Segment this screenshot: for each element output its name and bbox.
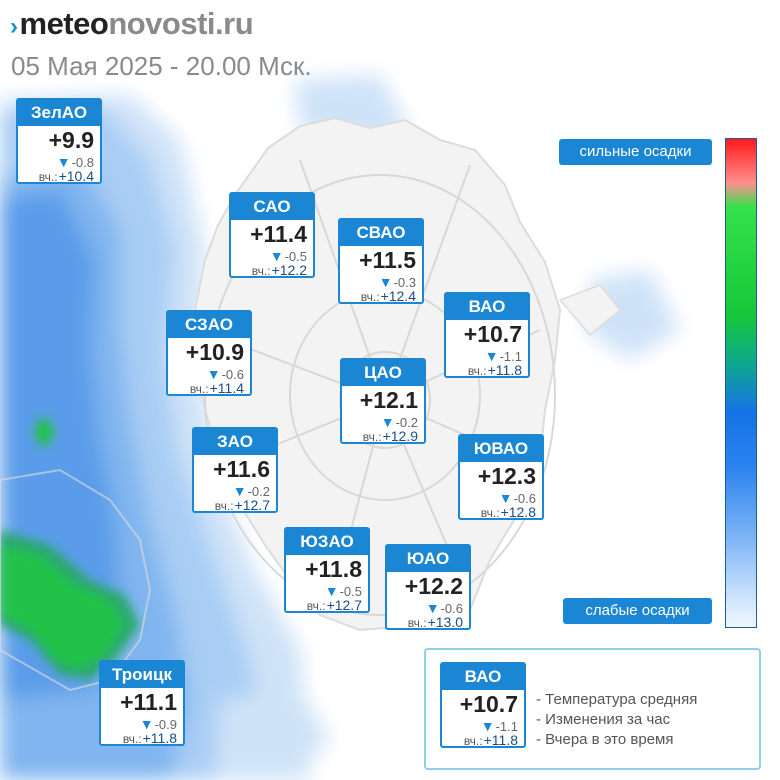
district-name: ЮЗАО: [285, 528, 369, 555]
precipitation-scale-bar: [725, 138, 757, 628]
district-yesterday-temp: вч.:+12.7: [306, 597, 362, 613]
district-temperature: +12.3: [477, 463, 536, 489]
district-yesterday-temp: вч.:+13.0: [407, 614, 463, 630]
trend-down-icon: ▼: [480, 718, 495, 734]
district-hourly-change: ▼-0.6: [206, 366, 244, 382]
legend-sample-yesterday: вч.:+11.8: [463, 732, 518, 748]
district-name: САО: [230, 193, 314, 220]
district-hourly-change: ▼-0.5: [269, 248, 307, 264]
trend-down-icon: ▼: [380, 414, 395, 430]
district-card-tsao[interactable]: ЦАО +12.1 ▼-0.2 вч.:+12.9: [340, 358, 426, 444]
district-temperature: +11.5: [359, 247, 416, 273]
scale-label-heavy: сильные осадки: [559, 139, 712, 165]
district-temperature: +10.7: [463, 321, 522, 347]
district-yesterday-temp: вч.:+11.8: [467, 362, 522, 378]
district-card-zao[interactable]: ЗАО +11.6 ▼-0.2 вч.:+12.7: [192, 427, 278, 513]
district-hourly-change: ▼-0.8: [56, 154, 94, 170]
district-hourly-change: ▼-0.9: [139, 716, 177, 732]
district-hourly-change: ▼-0.3: [378, 274, 416, 290]
district-yesterday-temp: вч.:+12.2: [251, 262, 307, 278]
legend-item-yesterday: - Вчера в это время: [536, 731, 674, 748]
district-yesterday-temp: вч.:+10.4: [38, 168, 94, 184]
trend-down-icon: ▼: [269, 248, 284, 264]
scale-label-light: слабые осадки: [563, 598, 712, 624]
legend-sample-change: ▼-1.1: [480, 718, 518, 734]
district-card-vao[interactable]: ВАО +10.7 ▼-1.1 вч.:+11.8: [444, 292, 530, 378]
precipitation-layer: [0, 75, 680, 780]
trend-down-icon: ▼: [56, 154, 71, 170]
forecast-datetime: 05 Мая 2025 - 20.00 Мск.: [11, 51, 312, 81]
district-hourly-change: ▼-1.1: [484, 348, 522, 364]
legend-item-hourly-change: - Изменения за час: [536, 711, 671, 728]
district-name: ВАО: [445, 293, 529, 320]
district-name: ЦАО: [341, 359, 425, 386]
legend-sample-name: ВАО: [441, 663, 525, 690]
district-temperature: +11.6: [213, 456, 270, 482]
district-temperature: +12.2: [404, 573, 463, 599]
district-hourly-change: ▼-0.2: [232, 483, 270, 499]
district-name: ЮАО: [386, 545, 470, 572]
logo-text-meteo: meteo: [19, 6, 109, 41]
district-name: ЗелАО: [17, 99, 101, 126]
logo-text-novosti: novosti.ru: [108, 6, 254, 41]
district-temperature: +11.4: [250, 221, 307, 247]
trend-down-icon: ▼: [232, 483, 247, 499]
legend-sample-temp: +10.7: [459, 691, 518, 717]
trend-down-icon: ▼: [484, 348, 499, 364]
trend-down-icon: ▼: [139, 716, 154, 732]
district-temperature: +11.8: [305, 556, 362, 582]
district-hourly-change: ▼-0.6: [498, 490, 536, 506]
district-name: СВАО: [339, 219, 423, 246]
district-card-yuao[interactable]: ЮАО +12.2 ▼-0.6 вч.:+13.0: [385, 544, 471, 630]
district-name: ЗАО: [193, 428, 277, 455]
district-yesterday-temp: вч.:+11.4: [189, 380, 244, 396]
logo-mark: ›: [10, 13, 18, 40]
district-hourly-change: ▼-0.5: [324, 583, 362, 599]
trend-down-icon: ▼: [324, 583, 339, 599]
district-temperature: +12.1: [359, 387, 418, 413]
district-temperature: +11.1: [120, 689, 177, 715]
trend-down-icon: ▼: [206, 366, 221, 382]
district-yesterday-temp: вч.:+11.8: [122, 730, 177, 746]
district-name: СЗАО: [167, 311, 251, 338]
legend-sample-card: ВАО +10.7 ▼-1.1 вч.:+11.8: [440, 662, 526, 748]
district-card-yuzao[interactable]: ЮЗАО +11.8 ▼-0.5 вч.:+12.7: [284, 527, 370, 613]
district-card-sao[interactable]: САО +11.4 ▼-0.5 вч.:+12.2: [229, 192, 315, 278]
trend-down-icon: ▼: [378, 274, 393, 290]
district-yesterday-temp: вч.:+12.8: [480, 504, 536, 520]
district-yesterday-temp: вч.:+12.9: [362, 428, 418, 444]
district-hourly-change: ▼-0.2: [380, 414, 418, 430]
district-yesterday-temp: вч.:+12.4: [360, 288, 416, 304]
trend-down-icon: ▼: [498, 490, 513, 506]
district-card-svao[interactable]: СВАО +11.5 ▼-0.3 вч.:+12.4: [338, 218, 424, 304]
district-card-yuvao[interactable]: ЮВАО +12.3 ▼-0.6 вч.:+12.8: [458, 434, 544, 520]
district-temperature: +9.9: [48, 127, 94, 153]
district-temperature: +10.9: [185, 339, 244, 365]
legend-panel: ВАО +10.7 ▼-1.1 вч.:+11.8 - Температура …: [424, 648, 761, 770]
district-yesterday-temp: вч.:+12.7: [214, 497, 270, 513]
district-name: Троицк: [100, 661, 184, 688]
district-hourly-change: ▼-0.6: [425, 600, 463, 616]
district-card-troitsk[interactable]: Троицк +11.1 ▼-0.9 вч.:+11.8: [99, 660, 185, 746]
legend-item-average-temp: - Температура средняя: [536, 691, 698, 708]
legend-explanations: - Температура средняя - Изменения за час…: [536, 690, 697, 750]
district-card-zelao[interactable]: ЗелАО +9.9 ▼-0.8 вч.:+10.4: [16, 98, 102, 184]
site-logo[interactable]: ›meteonovosti.ru: [10, 6, 254, 42]
district-name: ЮВАО: [459, 435, 543, 462]
district-card-szao[interactable]: СЗАО +10.9 ▼-0.6 вч.:+11.4: [166, 310, 252, 396]
trend-down-icon: ▼: [425, 600, 440, 616]
